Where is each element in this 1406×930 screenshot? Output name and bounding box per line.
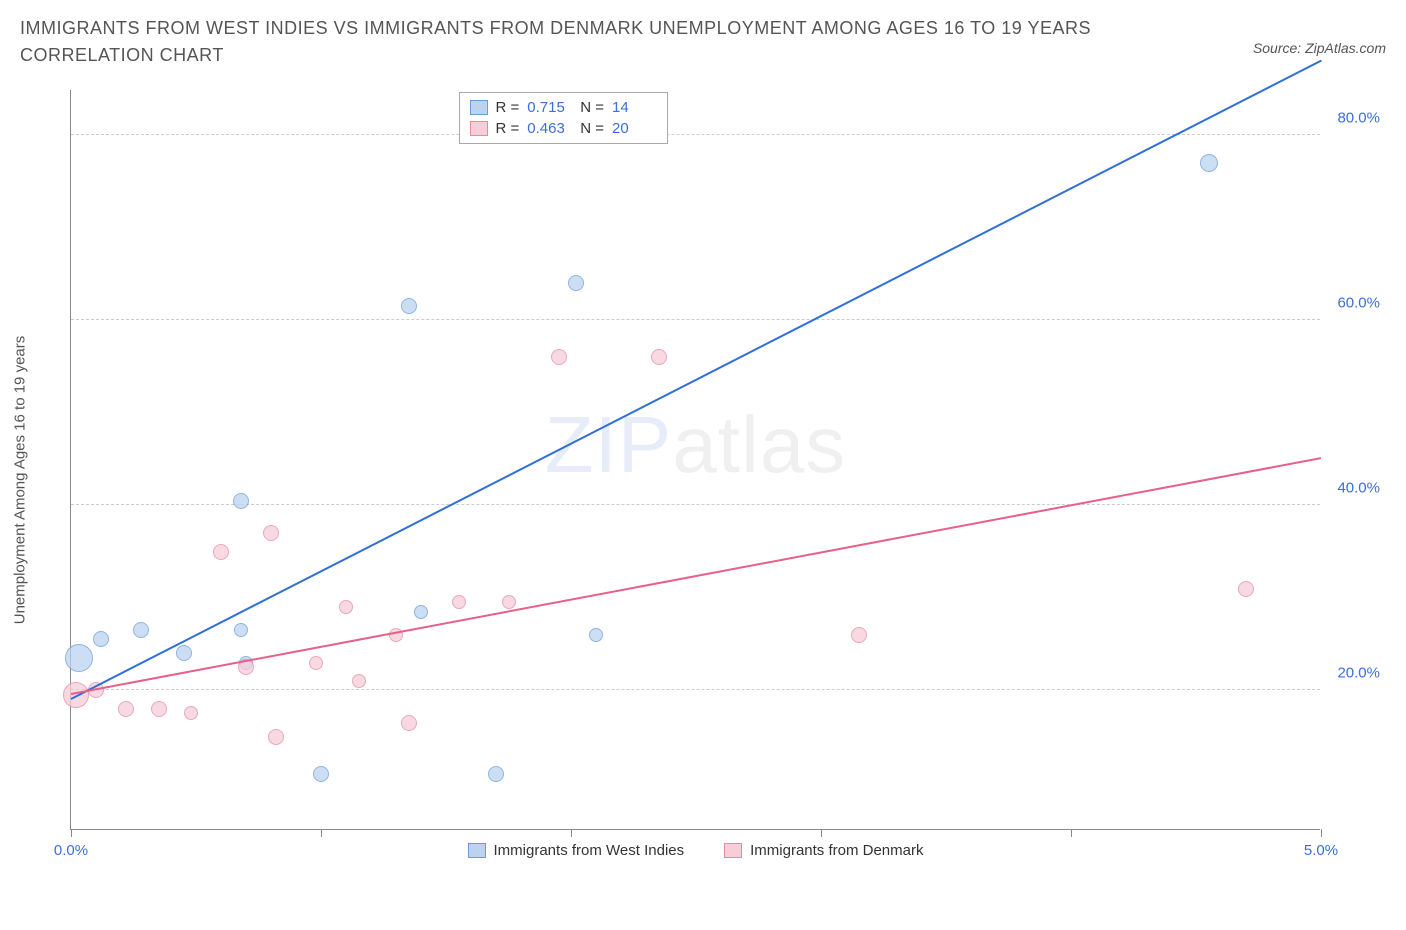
plot-area: ZIPatlas 20.0%40.0%60.0%80.0%0.0%5.0%R =… bbox=[70, 90, 1320, 830]
scatter-point bbox=[184, 706, 198, 720]
scatter-point bbox=[401, 298, 417, 314]
source-label: Source: ZipAtlas.com bbox=[1253, 40, 1386, 56]
x-tick bbox=[71, 829, 72, 837]
scatter-point bbox=[502, 595, 516, 609]
trend-line bbox=[71, 59, 1322, 699]
series-name: Immigrants from Denmark bbox=[750, 842, 923, 859]
legend-r-label: R = bbox=[496, 99, 520, 116]
watermark-sub: atlas bbox=[672, 400, 846, 489]
watermark: ZIPatlas bbox=[545, 399, 846, 491]
x-tick bbox=[571, 829, 572, 837]
scatter-point bbox=[352, 674, 366, 688]
scatter-point bbox=[233, 493, 249, 509]
x-tick-label: 0.0% bbox=[54, 842, 88, 859]
scatter-point bbox=[118, 701, 134, 717]
scatter-point bbox=[151, 701, 167, 717]
gridline-h bbox=[71, 689, 1320, 690]
gridline-h bbox=[71, 319, 1320, 320]
gridline-h bbox=[71, 504, 1320, 505]
legend-n-label: N = bbox=[580, 120, 604, 137]
x-tick bbox=[821, 829, 822, 837]
y-tick-label: 40.0% bbox=[1337, 480, 1380, 497]
legend-r-label: R = bbox=[496, 120, 520, 137]
legend-row: R = 0.463 N = 20 bbox=[470, 118, 658, 139]
scatter-point bbox=[589, 628, 603, 642]
scatter-point bbox=[339, 600, 353, 614]
scatter-point bbox=[851, 627, 867, 643]
scatter-point bbox=[176, 645, 192, 661]
legend-n-value: 14 bbox=[612, 99, 657, 116]
y-tick-label: 60.0% bbox=[1337, 295, 1380, 312]
legend-r-value: 0.463 bbox=[527, 120, 572, 137]
scatter-point bbox=[1200, 154, 1218, 172]
scatter-point bbox=[133, 622, 149, 638]
trend-line bbox=[71, 457, 1321, 695]
scatter-point bbox=[414, 605, 428, 619]
x-tick bbox=[1321, 829, 1322, 837]
series-name: Immigrants from West Indies bbox=[494, 842, 685, 859]
legend-swatch bbox=[470, 100, 488, 115]
chart-title: IMMIGRANTS FROM WEST INDIES VS IMMIGRANT… bbox=[20, 15, 1120, 69]
scatter-point bbox=[309, 656, 323, 670]
watermark-main: ZIP bbox=[545, 400, 672, 489]
correlation-legend: R = 0.715 N = 14 R = 0.463 N = 20 bbox=[459, 92, 669, 144]
scatter-point bbox=[1238, 581, 1254, 597]
scatter-point bbox=[651, 349, 667, 365]
legend-r-value: 0.715 bbox=[527, 99, 572, 116]
series-legend-item: Immigrants from West Indies bbox=[468, 842, 685, 859]
legend-swatch bbox=[470, 121, 488, 136]
x-tick bbox=[1071, 829, 1072, 837]
scatter-point bbox=[234, 623, 248, 637]
y-tick-label: 80.0% bbox=[1337, 110, 1380, 127]
scatter-point bbox=[551, 349, 567, 365]
x-tick bbox=[321, 829, 322, 837]
scatter-point bbox=[488, 766, 504, 782]
scatter-point bbox=[93, 631, 109, 647]
scatter-point bbox=[568, 275, 584, 291]
legend-swatch bbox=[468, 843, 486, 858]
legend-n-label: N = bbox=[580, 99, 604, 116]
plot-wrapper: Unemployment Among Ages 16 to 19 years Z… bbox=[50, 90, 1380, 870]
y-tick-label: 20.0% bbox=[1337, 665, 1380, 682]
x-tick-label: 5.0% bbox=[1304, 842, 1338, 859]
header-row: IMMIGRANTS FROM WEST INDIES VS IMMIGRANT… bbox=[0, 0, 1406, 74]
series-legend-item: Immigrants from Denmark bbox=[724, 842, 923, 859]
y-axis-label: Unemployment Among Ages 16 to 19 years bbox=[12, 336, 29, 625]
gridline-h bbox=[71, 134, 1320, 135]
scatter-point bbox=[452, 595, 466, 609]
legend-row: R = 0.715 N = 14 bbox=[470, 97, 658, 118]
scatter-point bbox=[263, 525, 279, 541]
scatter-point bbox=[313, 766, 329, 782]
legend-n-value: 20 bbox=[612, 120, 657, 137]
scatter-point bbox=[268, 729, 284, 745]
series-legend: Immigrants from West Indies Immigrants fr… bbox=[468, 842, 924, 859]
scatter-point bbox=[401, 715, 417, 731]
legend-swatch bbox=[724, 843, 742, 858]
scatter-point bbox=[213, 544, 229, 560]
scatter-point bbox=[65, 644, 93, 672]
